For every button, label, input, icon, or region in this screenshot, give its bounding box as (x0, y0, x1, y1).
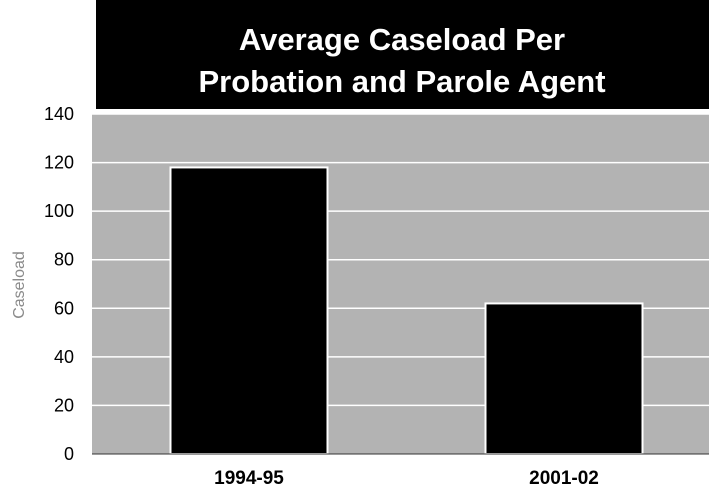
x-category-label: 1994-95 (214, 468, 284, 489)
y-tick-label: 20 (54, 395, 74, 415)
x-category-label: 2001-02 (529, 468, 599, 489)
bars (169, 166, 644, 456)
chart-title-line-1: Average Caseload Per (239, 22, 565, 57)
y-tick-label: 80 (54, 250, 74, 270)
y-axis-ticks: 0 20 40 60 80 100 120 140 (44, 104, 74, 464)
y-axis-label: Caseload (11, 251, 28, 319)
y-tick-label: 60 (54, 298, 74, 318)
bar-2001-02 (484, 302, 644, 455)
y-tick-label: 120 (44, 153, 74, 173)
y-tick-label: 100 (44, 201, 74, 221)
y-tick-label: 140 (44, 104, 74, 124)
title-banner (96, 0, 709, 109)
bar-1994-95 (169, 166, 329, 456)
x-axis-categories: 1994-95 2001-02 (214, 468, 599, 489)
y-tick-label: 0 (64, 444, 74, 464)
y-tick-label: 40 (54, 347, 74, 367)
chart-title-line-2: Probation and Parole Agent (198, 64, 605, 99)
